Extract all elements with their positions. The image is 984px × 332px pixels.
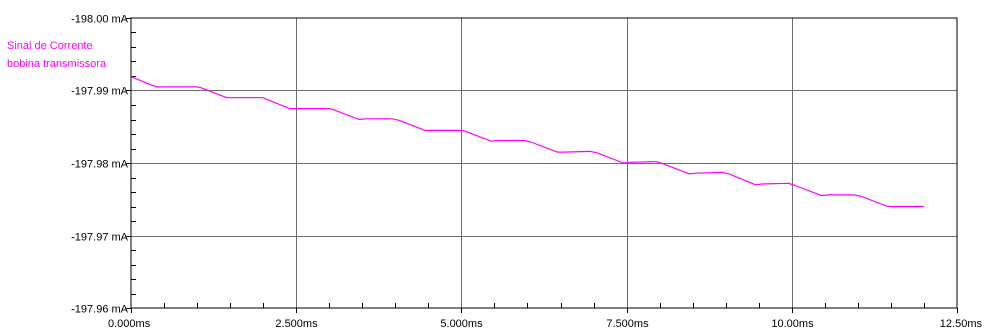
x-tick-label: 0.000ms: [108, 318, 151, 330]
y-tick-label: -197.99 mA: [71, 86, 129, 98]
y-tick-label: -197.96 mA: [71, 304, 129, 316]
x-tick-label: 10.00ms: [771, 318, 814, 330]
x-tick-label: 2.500ms: [275, 318, 318, 330]
series: [130, 76, 924, 208]
x-tick-label: 12.50ms: [940, 318, 983, 330]
plot-area-border: [130, 17, 958, 309]
legend-line-1: Sinal de Corrente: [7, 40, 93, 52]
y-tick-label: -197.98 mA: [71, 159, 129, 171]
x-axis-labels: 0.000ms 2.500ms 5.000ms 7.500ms 10.00ms 12.50…: [108, 318, 982, 330]
minor-ticks: [126, 18, 958, 313]
legend-line-2: bobina transmissora: [7, 58, 107, 70]
y-tick-label: -198.00 mA: [71, 14, 129, 26]
series-line: [130, 76, 924, 208]
x-tick-label: 5.000ms: [440, 318, 483, 330]
y-axis-labels: -198.00 mA -197.99 mA -197.98 mA -197.97 mA…: [71, 14, 129, 316]
y-tick-label: -197.97 mA: [71, 232, 129, 244]
x-tick-label: 7.500ms: [606, 318, 649, 330]
